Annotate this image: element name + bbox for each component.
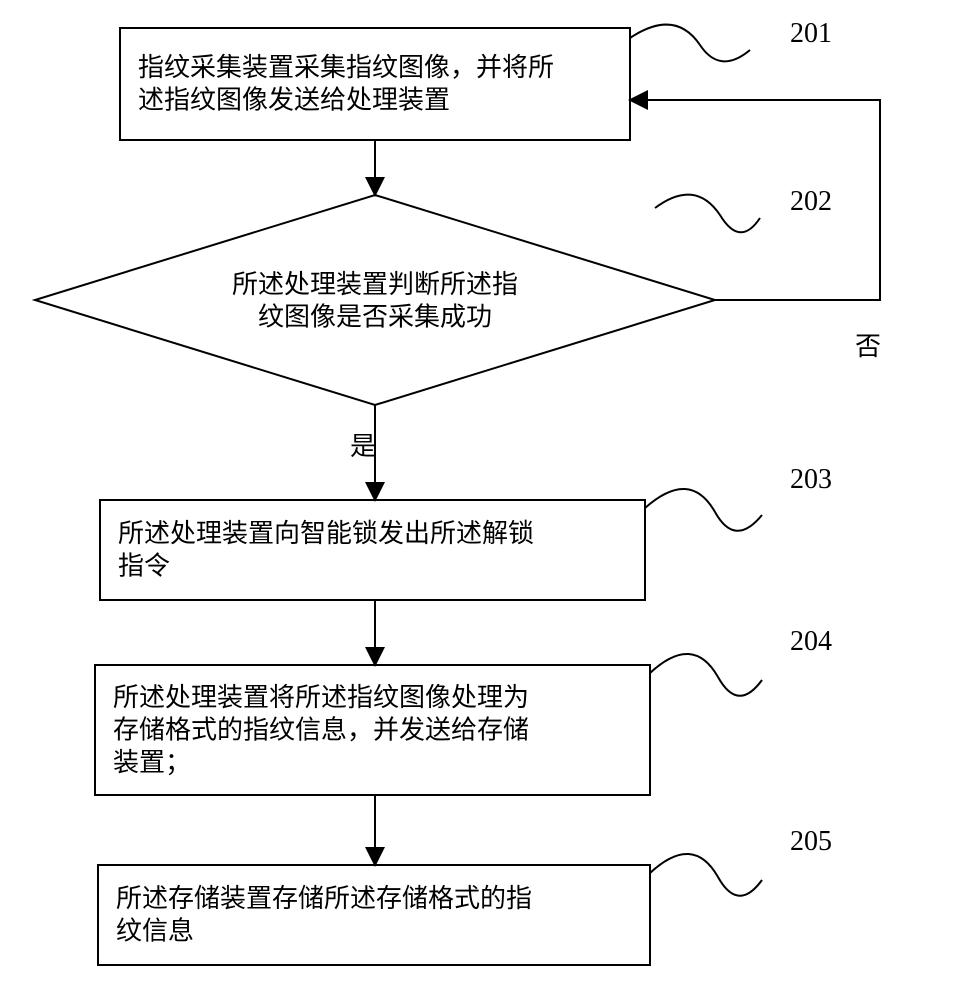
step-tag: 203 (790, 464, 832, 495)
node-text: 所述处理装置将所述指纹图像处理为 (113, 683, 529, 712)
step-tag: 201 (790, 18, 832, 49)
node-text: 指令 (118, 552, 170, 581)
edge-label: 是 (350, 432, 376, 461)
node-text: 存储格式的指纹信息，并发送给存储 (113, 715, 529, 744)
tag-connector (630, 25, 750, 62)
step-tag: 204 (790, 626, 832, 657)
step-tag: 202 (790, 186, 832, 217)
node-text: 所述处理装置判断所述指 (232, 270, 518, 299)
node-text: 指纹采集装置采集指纹图像，并将所 (138, 53, 554, 82)
flow-node: 所述存储装置存储所述存储格式的指纹信息 205 (98, 826, 832, 965)
flow-node: 所述处理装置判断所述指纹图像是否采集成功 202 (35, 186, 832, 405)
node-text: 纹信息 (116, 917, 194, 946)
node-text: 所述存储装置存储所述存储格式的指 (116, 884, 532, 913)
tag-connector (655, 195, 760, 233)
tag-connector (650, 654, 762, 696)
tag-connector (645, 489, 762, 531)
edge-label: 否 (855, 332, 881, 361)
flow-node: 所述处理装置将所述指纹图像处理为存储格式的指纹信息，并发送给存储装置； 204 (95, 626, 832, 795)
node-text: 所述处理装置向智能锁发出所述解锁 (118, 519, 534, 548)
flow-node: 所述处理装置向智能锁发出所述解锁指令 203 (100, 464, 832, 600)
node-text: 纹图像是否采集成功 (258, 302, 492, 331)
node-text: 述指纹图像发送给处理装置 (138, 86, 450, 115)
step-tag: 205 (790, 826, 832, 857)
flowchart-canvas: 指纹采集装置采集指纹图像，并将所述指纹图像发送给处理装置 201 所述处理装置判断所… (0, 0, 968, 1000)
tag-connector (650, 854, 762, 896)
node-text: 装置； (113, 748, 191, 777)
flow-node: 指纹采集装置采集指纹图像，并将所述指纹图像发送给处理装置 201 (120, 18, 832, 140)
